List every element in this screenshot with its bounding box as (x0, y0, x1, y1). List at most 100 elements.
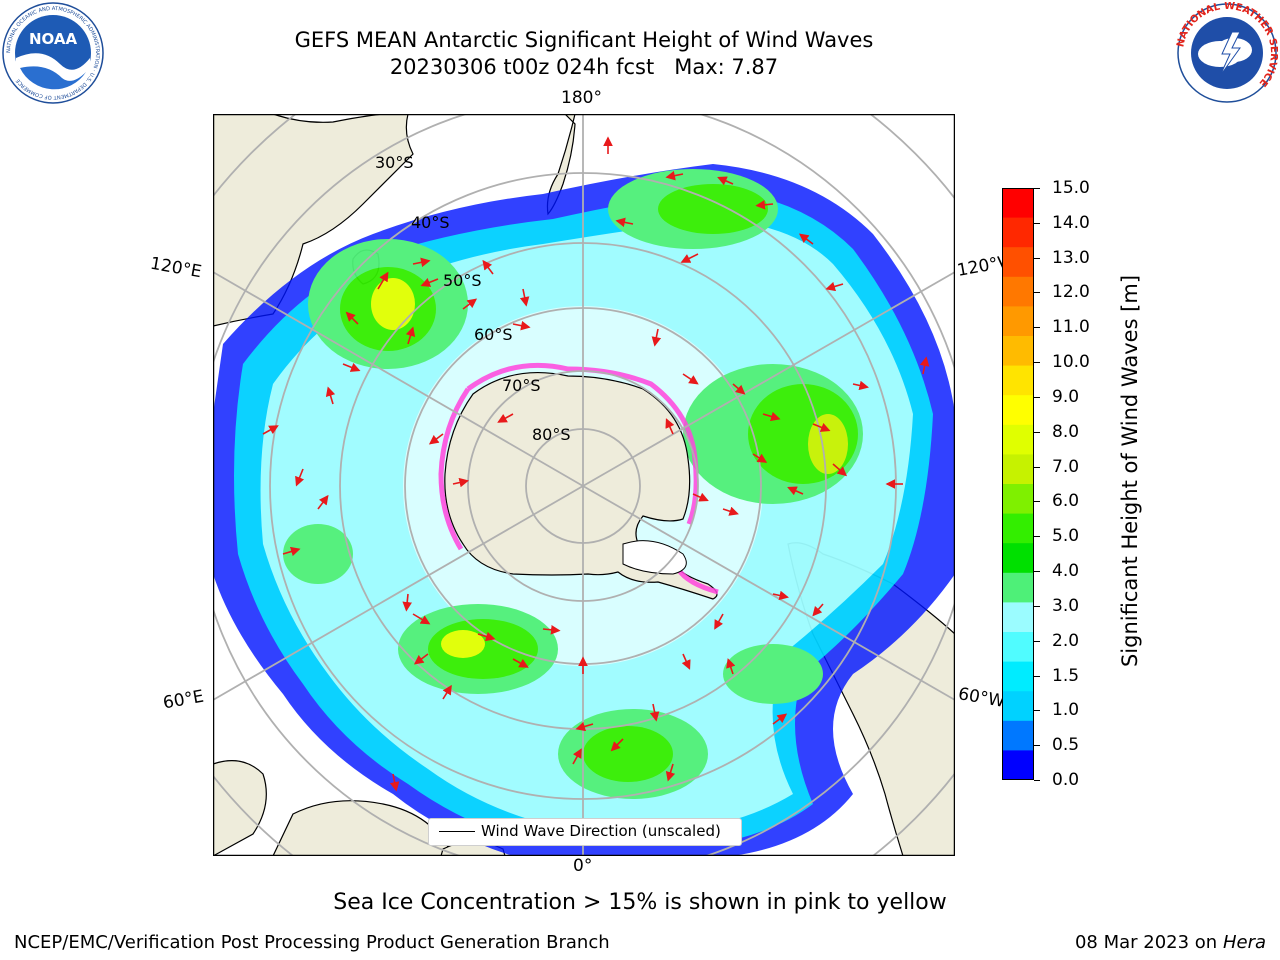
wind-arrow (477, 631, 496, 642)
colorbar-cell (1002, 691, 1034, 722)
colorbar-tick-mark (1034, 222, 1040, 224)
wind-arrow (812, 603, 824, 617)
colorbar-tick-mark (1034, 640, 1040, 642)
wind-arrow (405, 326, 416, 345)
wind-arrow (575, 721, 594, 732)
wind-arrow (519, 288, 530, 307)
wind-arrow (377, 271, 389, 290)
colorbar-cell (1002, 276, 1034, 307)
host-name: Hera (1222, 932, 1266, 953)
colorbar-cell (1002, 720, 1034, 751)
wind-arrow (442, 684, 452, 700)
colorbar-tick-label: 6.0 (1052, 491, 1080, 512)
wind-arrow (680, 253, 699, 263)
colorbar-tick-mark (1034, 292, 1040, 294)
colorbar-tick-label: 10.0 (1052, 352, 1090, 373)
wind-arrow (852, 380, 869, 391)
colorbar-tick-mark (1034, 780, 1040, 781)
colorbar-cell (1002, 543, 1034, 574)
wind-arrow (772, 713, 788, 725)
wind-arrow (681, 653, 691, 670)
colorbar-tick-mark (1034, 605, 1040, 607)
wind-arrow (462, 298, 478, 310)
lon-label-60e: 60°E (161, 686, 206, 714)
colorbar-tick-mark (1034, 466, 1040, 468)
colorbar-tick-label: 15.0 (1052, 178, 1090, 198)
lat-label-50: 50°S (443, 271, 482, 290)
wind-arrow (282, 546, 301, 557)
wind-arrow (512, 658, 529, 668)
wind-arrow (919, 356, 930, 375)
wind-arrow (682, 373, 699, 385)
colorbar-cell (1002, 395, 1034, 426)
colorbar-tick-mark (1034, 362, 1040, 364)
run-date: 08 Mar 2023 on Hera (1075, 932, 1266, 953)
noaa-logo-icon: NOAA NATIONAL OCEANIC AND ATMOSPHERIC AD… (2, 2, 104, 104)
colorbar-cell (1002, 661, 1034, 692)
wind-arrow (262, 425, 279, 435)
wind-arrow (412, 613, 431, 625)
wind-arrow (497, 413, 514, 423)
credit-line: NCEP/EMC/Verification Post Processing Pr… (14, 932, 610, 953)
colorbar-tick-label: 7.0 (1052, 456, 1080, 477)
lon-label-0: 0° (573, 856, 593, 876)
colorbar-tick-mark (1034, 188, 1040, 189)
colorbar-cell (1002, 632, 1034, 663)
wind-arrow (389, 773, 400, 792)
map-border (213, 114, 955, 856)
lon-label-120e: 120°E (148, 253, 204, 283)
colorbar-tick-label: 1.0 (1052, 700, 1080, 721)
wind-arrow (482, 259, 494, 275)
map-subtitle: 20230306 t00z 024h fcst Max: 7.87 (389, 55, 779, 79)
colorbar-cell (1002, 306, 1034, 337)
colorbar-cell (1002, 217, 1034, 248)
wind-arrow (825, 281, 844, 292)
wind-arrow (752, 453, 768, 463)
colorbar-cell (1002, 365, 1034, 396)
wind-arrow (649, 703, 660, 722)
wind-arrow (295, 468, 305, 487)
colorbar-tick-mark (1034, 396, 1040, 398)
map-legend: Wind Wave Direction (unscaled) (428, 818, 742, 846)
wind-arrow (714, 613, 724, 630)
map-title: GEFS MEAN Antarctic Significant Height o… (294, 28, 874, 52)
wind-arrow (452, 477, 469, 488)
wind-arrow (420, 277, 439, 287)
colorbar-tick-label: 12.0 (1052, 282, 1090, 303)
latitude-labels: 30°S 40°S 50°S 60°S 70°S 80°S (375, 153, 571, 444)
sea-ice-note: Sea Ice Concentration > 15% is shown in … (333, 890, 947, 915)
lat-label-60: 60°S (474, 325, 513, 344)
colorbar-tick-mark (1034, 431, 1040, 433)
wind-arrow (665, 170, 684, 181)
colorbar-tick-mark (1034, 675, 1040, 677)
svg-text:NOAA: NOAA (29, 30, 78, 48)
wind-arrow (717, 176, 734, 186)
wind-arrow (610, 738, 624, 752)
colorbar-tick-label: 9.0 (1052, 386, 1080, 407)
wind-arrow (402, 593, 412, 612)
colorbar-tick-label: 4.0 (1052, 561, 1080, 582)
lat-label-80: 80°S (532, 425, 571, 444)
colorbar-tick-label: 3.0 (1052, 595, 1080, 616)
polar-map: 30°S 40°S 50°S 60°S 70°S 80°S (213, 114, 955, 856)
wind-arrow (413, 653, 429, 665)
wind-arrow (787, 486, 804, 496)
colorbar-label: Significant Height of Wind Waves [m] (1118, 274, 1142, 668)
wind-arrow (772, 590, 789, 601)
colorbar-cell (1002, 454, 1034, 485)
wind-arrow (665, 418, 675, 435)
colorbar-tick-mark (1034, 501, 1040, 503)
wind-arrow (512, 320, 531, 331)
wind-arrow (572, 748, 582, 765)
colorbar-cell (1002, 484, 1034, 515)
nws-logo-icon: NATIONAL WEATHER SERVICE (1176, 2, 1278, 103)
lat-label-30: 30°S (375, 153, 414, 172)
lat-label-70: 70°S (502, 376, 541, 395)
colorbar-tick-label: 8.0 (1052, 421, 1080, 442)
colorbar-cell (1002, 602, 1034, 633)
wind-arrow (665, 763, 676, 782)
colorbar-cell (1002, 513, 1034, 544)
colorbar-cell (1002, 572, 1034, 603)
colorbar-tick-mark (1034, 710, 1040, 712)
wind-arrow (762, 411, 781, 422)
